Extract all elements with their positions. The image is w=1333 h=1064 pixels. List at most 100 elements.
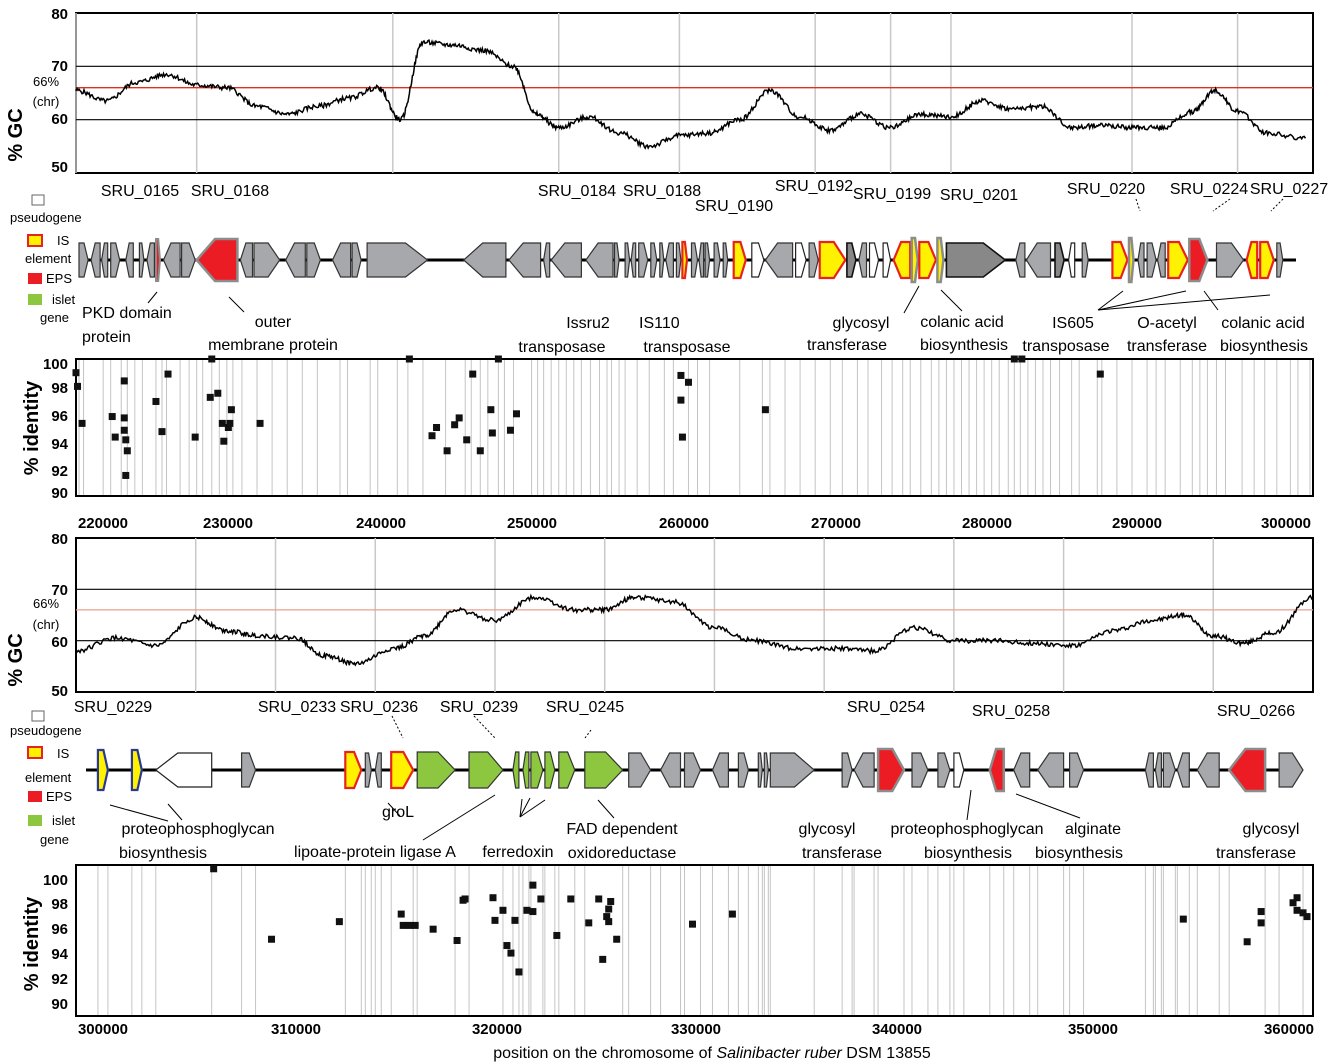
- gene-arrow: [818, 240, 847, 280]
- gene-arrow: [1156, 242, 1166, 278]
- gene-arrow: [910, 236, 920, 284]
- identity-point: [108, 413, 116, 421]
- gene-arrows: [78, 236, 1284, 284]
- annotation-label: transferase: [807, 337, 887, 354]
- label-leaders: [391, 715, 592, 739]
- identity-point: [191, 433, 199, 441]
- identity-point: [399, 921, 407, 929]
- gene-arrow: [1167, 240, 1190, 280]
- gene-arrow: [154, 752, 213, 788]
- y-tick: 94: [51, 436, 68, 453]
- gene-arrow: [241, 752, 257, 788]
- identity-point: [268, 935, 276, 943]
- identity-point: [405, 355, 413, 363]
- gene-id-label: SRU_0227: [1250, 181, 1328, 198]
- y-tick: 70: [51, 58, 68, 75]
- gc-panel-top: 80 70 60 50 66% (chr) % GC: [5, 6, 1314, 176]
- x-tick: 230000: [203, 515, 253, 532]
- gene-arrow: [374, 752, 382, 788]
- gene-arrow: [1111, 240, 1129, 280]
- gene-arrow: [1245, 240, 1259, 280]
- gene-arrow: [882, 242, 892, 278]
- identity-point: [1303, 913, 1311, 921]
- gene-arrow: [512, 751, 520, 789]
- x-tick: 320000: [472, 1021, 522, 1038]
- identity-point: [256, 419, 264, 427]
- identity-point: [503, 942, 511, 950]
- identity-point: [523, 906, 531, 914]
- identity-point: [1257, 919, 1265, 927]
- identity-point: [476, 447, 484, 455]
- islet-legend-swatch: [28, 815, 42, 826]
- gene-arrow: [1081, 242, 1089, 278]
- gene-arrow: [841, 752, 853, 788]
- gene-id-label: SRU_0258: [972, 703, 1050, 720]
- gene-arrow: [239, 242, 254, 278]
- y-tick: 80: [51, 531, 68, 548]
- gene-arrow: [162, 242, 181, 278]
- y-tick: 50: [51, 683, 68, 700]
- annotation-label: Issru2: [566, 315, 610, 332]
- identity-point: [728, 910, 736, 918]
- gene-id-label: SRU_0165: [101, 183, 179, 200]
- gene-id-label: SRU_0236: [340, 699, 418, 716]
- gene-arrow: [892, 240, 912, 280]
- y-tick: 92: [51, 971, 68, 988]
- gene-arrow: [285, 242, 306, 278]
- x-tick: 360000: [1264, 1021, 1314, 1038]
- eps-legend-swatch: [28, 273, 42, 284]
- gene-arrow: [1013, 752, 1031, 788]
- identity-point: [120, 414, 128, 422]
- gene-arrow: [769, 752, 816, 788]
- annotation-label: protein: [82, 329, 131, 346]
- identity-point: [553, 931, 561, 939]
- gene-arrow: [659, 752, 682, 788]
- y-axis-label: % identity: [21, 380, 43, 475]
- gene-arrow: [1036, 752, 1065, 788]
- annotation-label: glycosyl: [799, 821, 856, 838]
- identity-point: [491, 916, 499, 924]
- gene-arrow: [683, 752, 702, 788]
- annotation-label: glycosyl: [833, 315, 890, 332]
- identity-point: [1289, 899, 1297, 907]
- identity-point: [123, 447, 131, 455]
- identity-frame: [75, 358, 1314, 497]
- identity-point: [605, 918, 613, 926]
- legend-label: gene: [40, 310, 69, 325]
- gc-hlines: [76, 588, 1313, 642]
- gene-arrow: [90, 242, 101, 278]
- identity-point: [111, 433, 119, 441]
- y-tick: 60: [51, 634, 68, 651]
- gene-arrow: [1278, 752, 1304, 788]
- x-tick: 280000: [962, 515, 1012, 532]
- annotation-label: FAD dependent: [566, 821, 678, 838]
- legend-label: gene: [40, 832, 69, 847]
- gene-arrow: [1054, 242, 1065, 278]
- identity-point: [120, 377, 128, 385]
- y-tick: 96: [51, 921, 68, 938]
- gene-arrow: [585, 242, 614, 278]
- reference-label: (chr): [33, 94, 60, 109]
- islet-legend-swatch: [28, 294, 42, 305]
- legend-label: islet: [52, 813, 76, 828]
- gc-vgrid: [194, 538, 1214, 692]
- y-tick: 96: [51, 408, 68, 425]
- gene-arrow: [722, 242, 729, 278]
- gc-frame: [75, 537, 1314, 693]
- x-tick: 220000: [78, 515, 128, 532]
- gene-arrow: [794, 242, 807, 278]
- gene-arrow: [138, 242, 145, 278]
- gene-arrow: [558, 751, 576, 789]
- identity-point: [224, 424, 232, 431]
- gene-id-label: SRU_0184: [538, 183, 616, 200]
- identity-point: [122, 436, 130, 444]
- identity-point: [78, 419, 86, 427]
- identity-point: [1293, 894, 1301, 902]
- identity-point: [599, 955, 607, 963]
- reference-label: (chr): [33, 617, 60, 632]
- label-leaders: [1135, 198, 1284, 212]
- gene-arrow: [732, 240, 747, 280]
- gene-id-label: SRU_0201: [940, 187, 1018, 204]
- identity-point: [537, 895, 545, 903]
- identity-point: [512, 410, 520, 418]
